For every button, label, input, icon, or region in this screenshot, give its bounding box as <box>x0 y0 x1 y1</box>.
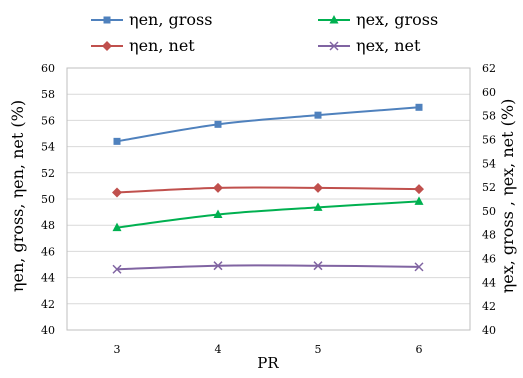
legend-marker <box>329 15 339 24</box>
legend-item: ηen, gross <box>91 10 212 29</box>
data-point <box>213 209 223 218</box>
series-1 <box>113 103 423 145</box>
series-3 <box>112 196 424 232</box>
left-axis-label: ηen, gross, ηen, net (%) <box>8 100 27 292</box>
left-tick-label: 44 <box>41 272 55 285</box>
data-point <box>415 103 423 111</box>
data-point <box>213 182 223 193</box>
series-line <box>116 106 420 143</box>
left-tick-label: 50 <box>41 193 55 206</box>
right-tick-label: 42 <box>482 300 496 313</box>
right-tick-label: 58 <box>482 110 496 123</box>
data-point <box>112 264 122 274</box>
data-point <box>113 137 121 145</box>
left-axis-ticks: 40 42 44 46 48 50 52 54 56 58 60 <box>41 62 55 337</box>
data-point <box>414 196 424 205</box>
right-tick-label: 56 <box>482 133 496 146</box>
x-tick-label: 3 <box>114 343 121 356</box>
legend-marker <box>102 41 112 51</box>
right-tick-label: 60 <box>482 86 496 99</box>
data-point <box>213 261 223 271</box>
x-axis-label: PR <box>257 354 279 372</box>
right-tick-label: 40 <box>482 324 496 337</box>
data-point <box>112 187 122 198</box>
left-tick-label: 58 <box>41 88 55 101</box>
legend-marker <box>103 16 111 24</box>
right-tick-label: 54 <box>482 157 496 170</box>
data-point <box>313 182 323 193</box>
data-point <box>214 120 222 128</box>
left-tick-label: 46 <box>41 245 55 258</box>
right-tick-label: 62 <box>482 62 496 75</box>
right-tick-label: 48 <box>482 229 496 242</box>
left-tick-label: 52 <box>41 167 55 180</box>
right-axis-label: ηex, gross , ηex, net (%) <box>498 99 517 294</box>
series-line <box>116 186 420 194</box>
series-line <box>116 200 420 229</box>
data-point <box>314 111 322 119</box>
plot-frame <box>66 67 471 331</box>
legend-item: ηen, net <box>91 36 195 55</box>
legend-label: ηex, gross <box>356 10 438 29</box>
legend-marker <box>329 41 339 51</box>
series-2 <box>112 182 424 198</box>
legend-label: ηen, gross <box>129 10 212 29</box>
series-4 <box>112 261 424 274</box>
series-line <box>116 264 420 271</box>
legend-label: ηen, net <box>129 36 195 55</box>
right-tick-label: 52 <box>482 181 496 194</box>
right-tick-label: 46 <box>482 253 496 266</box>
data-point <box>112 222 122 232</box>
right-tick-label: 50 <box>482 205 496 218</box>
left-tick-label: 40 <box>41 324 55 337</box>
series-layer <box>112 103 424 274</box>
right-axis-ticks: 40 42 44 46 48 50 52 54 56 58 60 62 <box>482 62 496 337</box>
data-point <box>313 261 323 271</box>
x-axis-ticks: 3 4 5 6 <box>114 343 423 356</box>
x-tick-label: 6 <box>416 343 423 356</box>
data-point <box>414 184 424 195</box>
x-tick-label: 4 <box>215 343 222 356</box>
left-tick-label: 42 <box>41 298 55 311</box>
legend-label: ηex, net <box>356 36 421 55</box>
data-point <box>313 202 323 211</box>
left-tick-label: 48 <box>41 219 55 232</box>
legend-item: ηex, net <box>318 36 421 55</box>
left-tick-label: 56 <box>41 114 55 127</box>
legend-item: ηex, gross <box>318 10 438 29</box>
data-point <box>414 262 424 272</box>
right-tick-label: 44 <box>482 276 496 289</box>
left-tick-label: 54 <box>41 141 55 154</box>
x-tick-label: 5 <box>315 343 322 356</box>
left-tick-label: 60 <box>41 62 55 75</box>
legend: ηen, gross ηex, gross ηen, net ηex, net <box>91 10 438 55</box>
